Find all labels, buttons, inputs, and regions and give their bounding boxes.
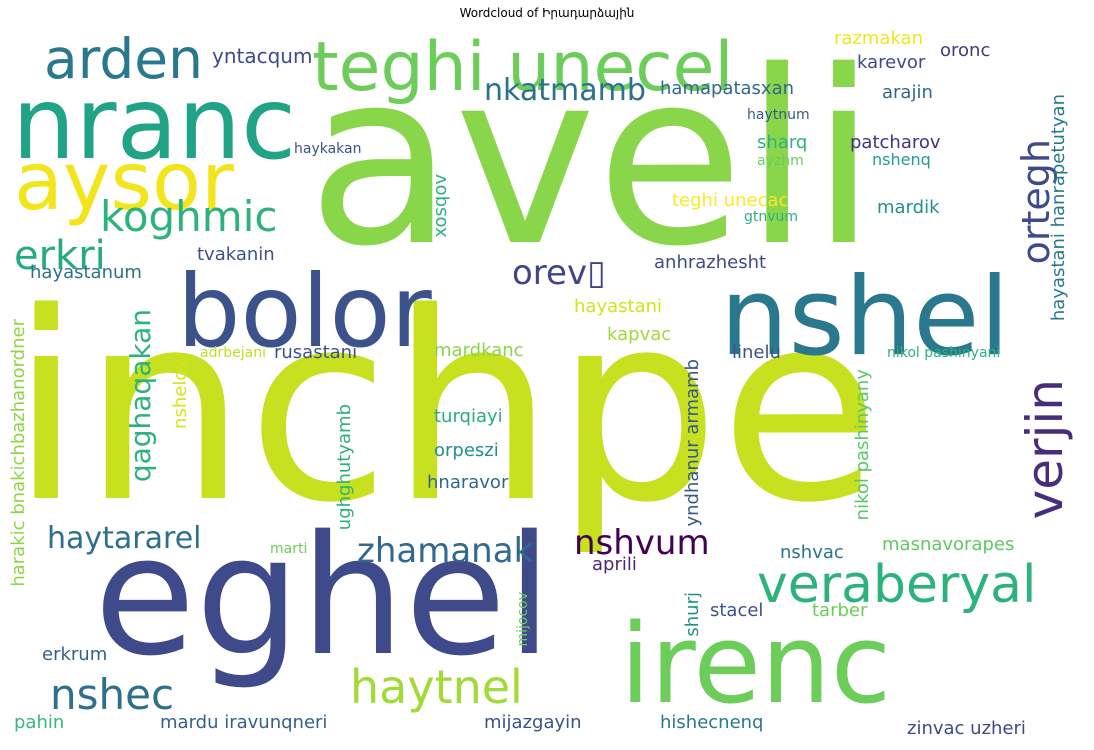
word-erkri: erkri bbox=[14, 233, 106, 279]
word-nshel: nshel bbox=[720, 255, 1010, 380]
word-tarber: tarber bbox=[812, 600, 868, 621]
word-ughghutyamb: ughghutyamb bbox=[334, 404, 355, 531]
word-hamapatasxan: hamapatasxan bbox=[660, 78, 795, 99]
word-nikol-pashinyani: nikol pashinyani bbox=[887, 345, 1001, 361]
word-arajin: arajin bbox=[882, 82, 933, 103]
word-qaghaqakan: qaghaqakan bbox=[124, 309, 157, 483]
word-mardik: mardik bbox=[877, 197, 940, 218]
word-gtnvum: gtnvum bbox=[744, 209, 799, 225]
word-inchpe: inchpe bbox=[10, 258, 880, 560]
word-mardu-iravunqneri: mardu iravunqneri bbox=[160, 712, 328, 733]
word-patcharov: patcharov bbox=[850, 132, 941, 153]
word-haykakan: haykakan bbox=[294, 141, 362, 157]
word-hayastanum: hayastanum bbox=[30, 262, 142, 283]
word-karevor: karevor bbox=[857, 52, 926, 73]
word-tvakanin: tvakanin bbox=[197, 244, 275, 265]
word-nshvum: nshvum bbox=[574, 523, 710, 563]
word-verjin: verjin bbox=[1016, 379, 1074, 520]
word-sharq: sharq bbox=[757, 132, 808, 153]
word-hayastani-hanrapetutyan: hayastani hanrapetutyan bbox=[1048, 94, 1069, 322]
word-hishecnenq: hishecnenq bbox=[660, 712, 764, 733]
word-nshenq: nshenq bbox=[872, 150, 931, 169]
word-orev: orev▯ bbox=[512, 253, 606, 293]
word-yndhanur-armamb: yndhanur armamb bbox=[682, 359, 703, 527]
word-nranc: nranc bbox=[12, 65, 297, 182]
word-erkrum: erkrum bbox=[42, 644, 108, 665]
word-ayzhm: ayzhm bbox=[757, 153, 804, 169]
word-hayastani: hayastani bbox=[574, 296, 662, 317]
word-aprili: aprili bbox=[592, 554, 637, 575]
word-zhamanak: zhamanak bbox=[357, 531, 534, 571]
word-shurj: shurj bbox=[682, 592, 703, 637]
word-kapvac: kapvac bbox=[607, 324, 672, 345]
word-marti: marti bbox=[270, 541, 308, 557]
word-koghmic: koghmic bbox=[100, 192, 278, 241]
word-adrbejani: adrbejani bbox=[200, 345, 266, 361]
word-orpeszi: orpeszi bbox=[434, 440, 499, 461]
word-teghi-unecel: teghi unecel bbox=[312, 28, 734, 107]
word-irenc: irenc bbox=[620, 600, 892, 728]
word-xosqov: xosqov bbox=[430, 174, 451, 238]
word-haytararel: haytararel bbox=[47, 521, 202, 556]
word-harakic: harakic bnakichbazhanordner bbox=[8, 319, 29, 587]
word-razmakan: razmakan bbox=[834, 28, 923, 49]
word-mijazgayin: mijazgayin bbox=[484, 712, 582, 733]
word-linelu: linelu bbox=[732, 342, 781, 363]
word-haytnum: haytnum bbox=[747, 107, 810, 123]
word-stacel: stacel bbox=[710, 600, 764, 621]
word-mardkanc: mardkanc bbox=[434, 340, 524, 361]
word-eghel: eghel bbox=[94, 500, 553, 692]
word-hnaravor: hnaravor bbox=[427, 472, 509, 493]
word-nshvac: nshvac bbox=[780, 542, 844, 563]
word-arden: arden bbox=[44, 27, 203, 91]
word-pahin: pahin bbox=[14, 712, 65, 733]
chart-title: Wordcloud of Իրադարձային bbox=[459, 6, 635, 20]
word-yntacqum: yntacqum bbox=[212, 44, 313, 68]
word-mijocov: mijocov bbox=[515, 592, 531, 647]
word-anhrazhesht: anhrazhesht bbox=[654, 252, 767, 273]
word-haytnel: haytnel bbox=[350, 660, 523, 714]
word-nikol-pashinyany: nikol pashinyany bbox=[852, 369, 873, 521]
word-rusastani: rusastani bbox=[274, 342, 358, 363]
word-veraberyal: veraberyal bbox=[757, 555, 1037, 615]
word-bolor: bolor bbox=[177, 253, 432, 370]
word-aveli: aveli bbox=[307, 24, 878, 299]
word-zinvac-uzheri: zinvac uzheri bbox=[907, 718, 1026, 739]
word-aysor: aysor bbox=[14, 135, 234, 228]
word-cloud: aveli inchpe eghel irenc nranc nshel bol… bbox=[2, 24, 1092, 744]
word-nshec: nshec bbox=[50, 670, 175, 719]
word-nshelov: nshelov bbox=[170, 359, 191, 429]
word-oronc: oronc bbox=[940, 40, 991, 61]
word-nkatmamb: nkatmamb bbox=[484, 73, 646, 108]
word-masnavorapes: masnavorapes bbox=[882, 534, 1015, 555]
word-turqiayi: turqiayi bbox=[434, 406, 503, 427]
word-teghi-unecac: teghi unecac bbox=[672, 190, 789, 211]
